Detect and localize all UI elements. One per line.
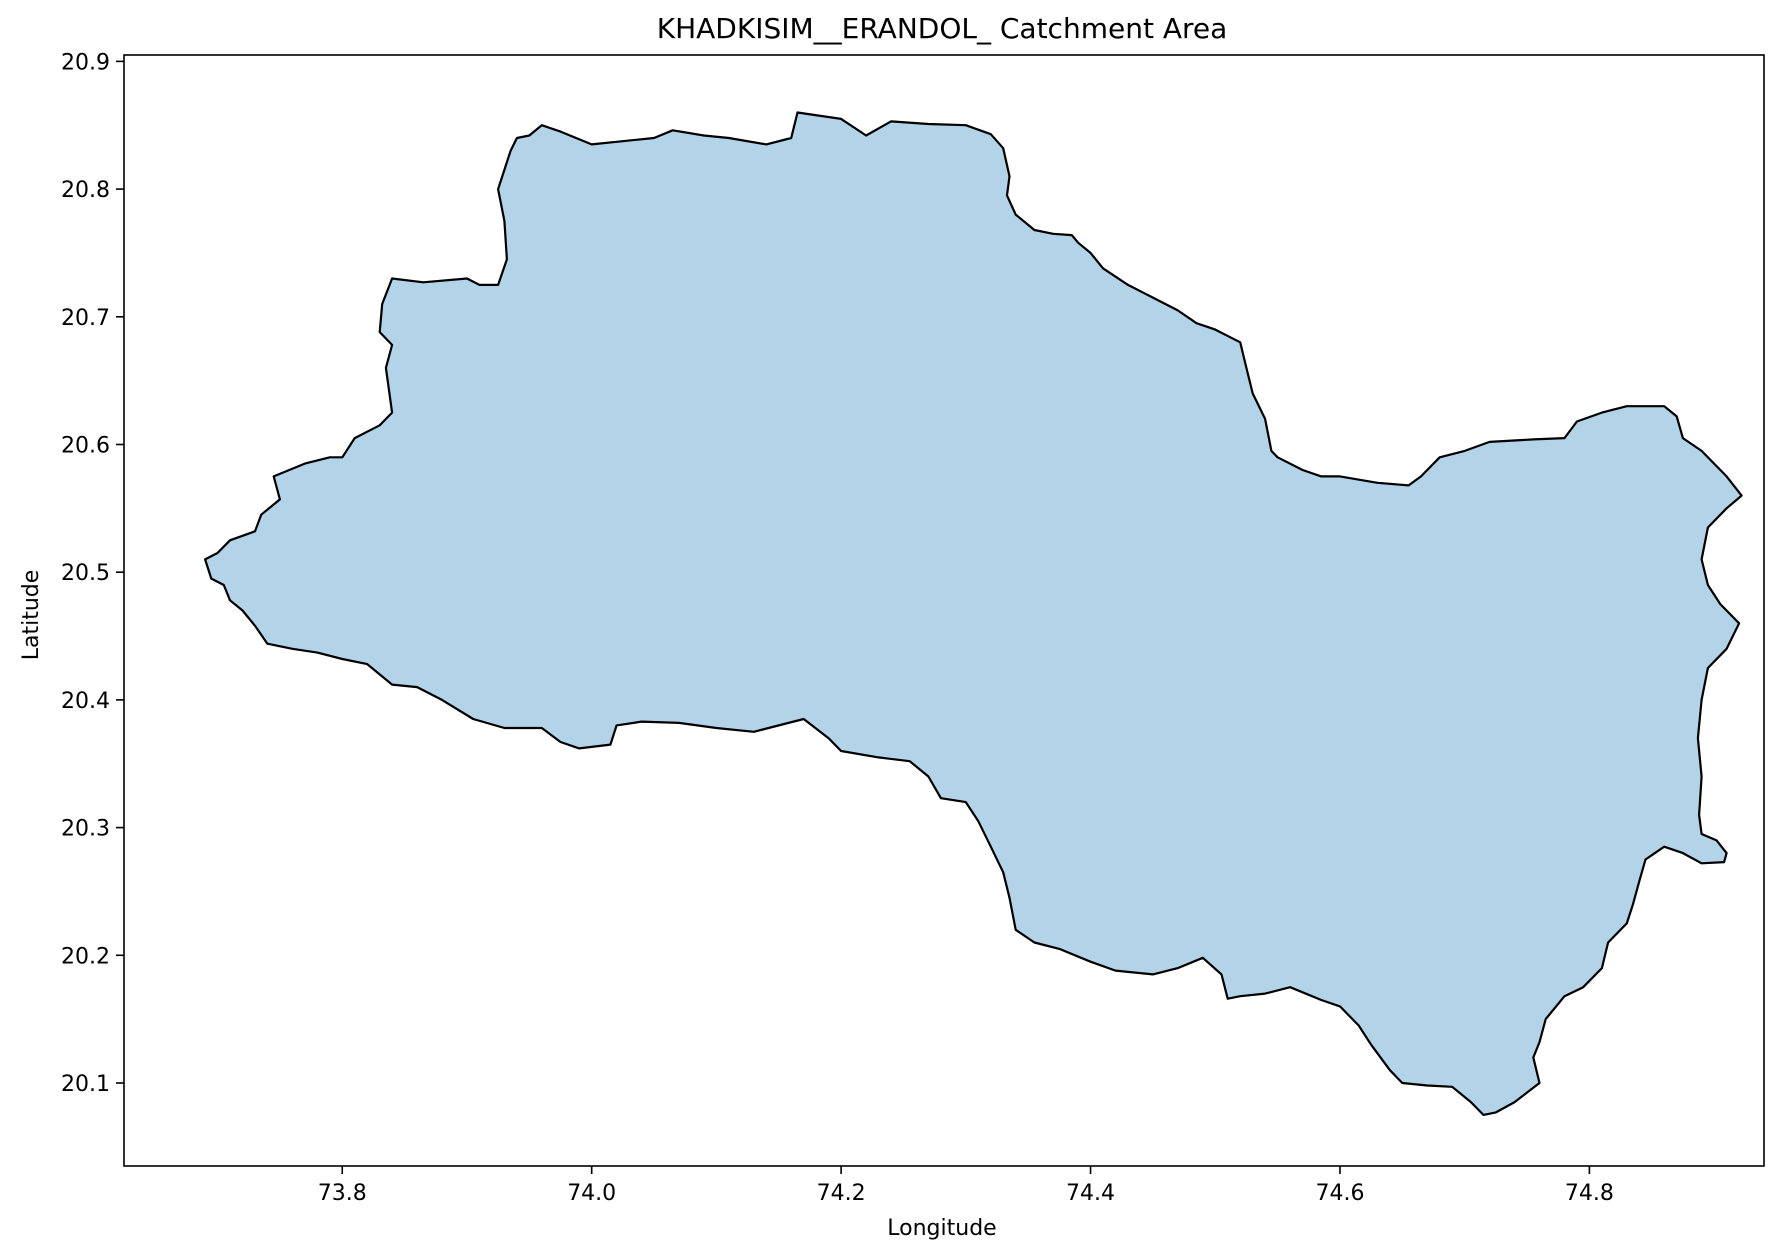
x-axis-label: Longitude <box>887 1216 996 1241</box>
y-tick-label: 20.4 <box>61 689 110 714</box>
y-tick-label: 20.3 <box>61 817 110 842</box>
y-tick-label: 20.2 <box>61 944 110 969</box>
y-tick-label: 20.1 <box>61 1072 110 1097</box>
catchment-polygon <box>204 111 1743 1116</box>
y-tick-label: 20.7 <box>61 306 110 331</box>
chart-title: KHADKISIM__ERANDOL_ Catchment Area <box>657 12 1228 45</box>
y-tick-label: 20.8 <box>61 178 110 203</box>
x-tick-label: 74.0 <box>567 1181 616 1206</box>
y-axis: 20.1 20.2 20.3 20.4 20.5 20.6 20.7 20.8 20.9 <box>61 50 124 1097</box>
x-tick-label: 74.6 <box>1315 1181 1364 1206</box>
x-axis: 73.8 74.0 74.2 74.4 74.6 74.8 <box>318 1166 1614 1206</box>
y-axis-label: Latitude <box>19 570 44 661</box>
x-tick-label: 74.8 <box>1565 1181 1614 1206</box>
y-tick-label: 20.6 <box>61 433 110 458</box>
y-tick-label: 20.5 <box>61 561 110 586</box>
axes-frame <box>123 54 1765 1167</box>
x-tick-label: 73.8 <box>318 1181 367 1206</box>
y-tick-label: 20.9 <box>61 50 110 75</box>
plot-area <box>123 54 1765 1167</box>
x-tick-label: 74.4 <box>1066 1181 1115 1206</box>
x-tick-label: 74.2 <box>817 1181 866 1206</box>
